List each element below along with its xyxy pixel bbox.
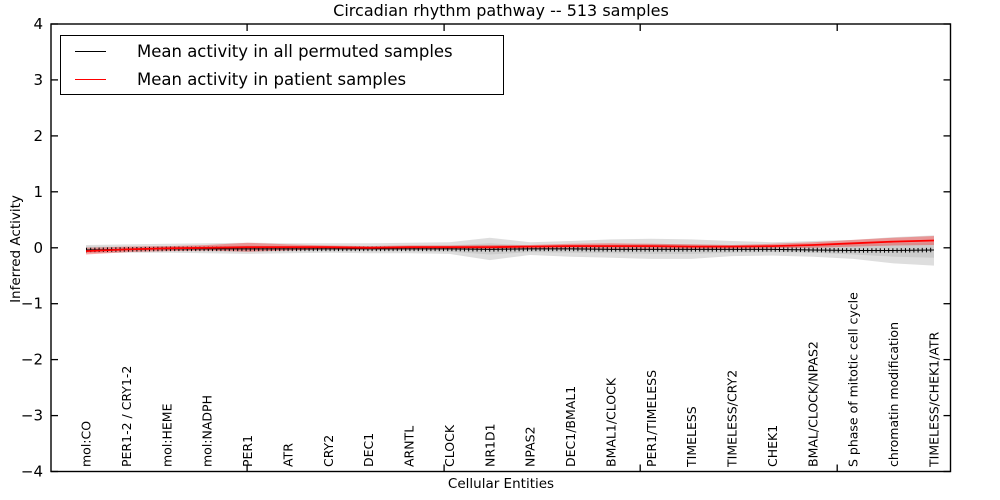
y-tick-label: −4 bbox=[21, 463, 43, 481]
patient-line-swatch bbox=[75, 78, 106, 80]
patient-mean-line bbox=[85, 239, 935, 252]
y-tick-labels: 4 3 2 1 0 −1 −2 −3 −4 bbox=[21, 15, 43, 481]
x-category-label: NPAS2 bbox=[523, 426, 538, 467]
x-category-label: mol:NADPH bbox=[200, 395, 215, 467]
x-category-label: BMAL/CLOCK/NPAS2 bbox=[805, 341, 820, 467]
y-tick-label: 0 bbox=[33, 239, 43, 257]
x-category-label: PER1/TIMELESS bbox=[644, 370, 659, 467]
x-category-label: TIMELESS/CHEK1/ATR bbox=[927, 331, 942, 468]
legend-item-permuted: Mean activity in all permuted samples bbox=[61, 38, 503, 64]
x-category-label: S phase of mitotic cell cycle bbox=[846, 292, 861, 467]
x-category-label: NR1D1 bbox=[482, 423, 497, 467]
band-layer bbox=[86, 235, 934, 266]
x-category-labels: mol:CO PER1-2 / CRY1-2 mol:HEME mol:NADPH PE… bbox=[79, 292, 942, 468]
x-category-label: TIMELESS/CRY2 bbox=[725, 370, 740, 468]
legend-item-patient: Mean activity in patient samples bbox=[61, 66, 503, 92]
x-category-label: BMAL1/CLOCK bbox=[604, 377, 619, 467]
y-tick-label: 2 bbox=[33, 127, 43, 145]
permuted-mean-line bbox=[85, 248, 935, 251]
x-category-label: mol:CO bbox=[79, 421, 94, 467]
x-category-label: PER1-2 / CRY1-2 bbox=[119, 366, 134, 467]
x-category-label: DEC1/BMAL1 bbox=[563, 386, 578, 467]
chart-title: Circadian rhythm pathway -- 513 samples bbox=[333, 1, 669, 20]
y-tick-label: −1 bbox=[21, 295, 43, 313]
legend-label-permuted: Mean activity in all permuted samples bbox=[137, 41, 453, 61]
y-tick-label: 4 bbox=[33, 15, 43, 33]
permuted-samples-spread-band bbox=[86, 235, 934, 266]
permuted-line-swatch bbox=[75, 50, 106, 52]
x-category-label: chromatin modification bbox=[886, 322, 901, 467]
x-category-label: mol:HEME bbox=[159, 403, 174, 467]
y-tick-label: −3 bbox=[21, 407, 43, 425]
y-tick-label: 3 bbox=[33, 71, 43, 89]
legend-box: Mean activity in all permuted samples Me… bbox=[60, 35, 504, 95]
x-category-label: CRY2 bbox=[321, 435, 336, 467]
x-axis-title: Cellular Entities bbox=[447, 476, 555, 492]
patient-samples-spread-band bbox=[86, 236, 934, 255]
axes-layer bbox=[50, 23, 952, 473]
x-category-label: CLOCK bbox=[442, 424, 457, 467]
line-layer bbox=[85, 239, 935, 253]
x-category-label: TIMELESS bbox=[684, 406, 699, 468]
x-category-label: CHEK1 bbox=[765, 425, 780, 467]
y-axis-title: Inferred Activity bbox=[8, 195, 24, 303]
y-tick-label: −2 bbox=[21, 351, 43, 369]
legend-label-patient: Mean activity in patient samples bbox=[137, 69, 407, 89]
x-category-label: PER1 bbox=[240, 435, 255, 467]
x-category-label: ATR bbox=[280, 443, 295, 467]
x-category-label: ARNTL bbox=[402, 426, 417, 467]
y-tick-label: 1 bbox=[33, 183, 43, 201]
x-category-label: DEC1 bbox=[361, 433, 376, 467]
